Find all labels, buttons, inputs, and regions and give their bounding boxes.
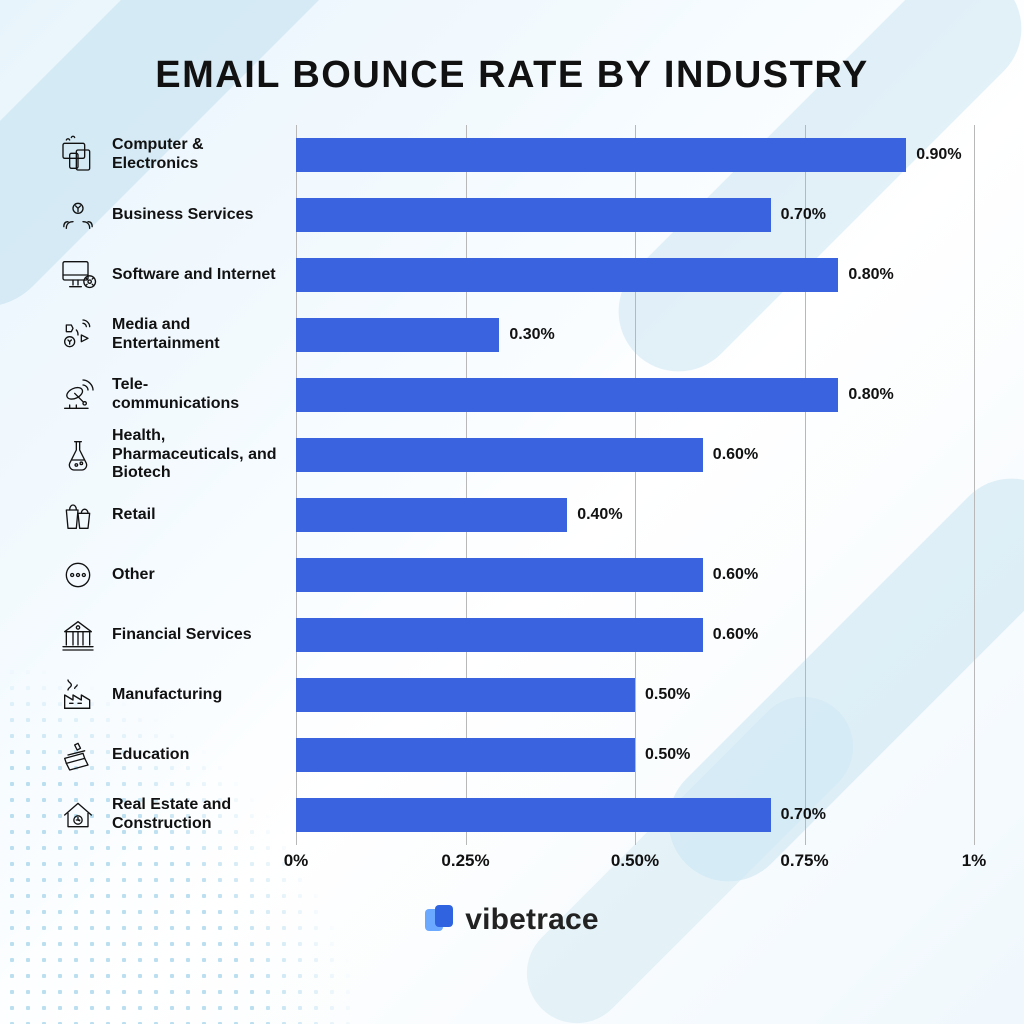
x-tick: 0.75%: [780, 851, 828, 871]
devices-icon: [50, 135, 106, 175]
brand-logo-icon: [425, 905, 455, 935]
chart-row: Retail0.40%: [50, 485, 974, 545]
media-icon: [50, 315, 106, 355]
bar-track: 0.70%: [296, 785, 974, 845]
chart-row: Education0.50%: [50, 725, 974, 785]
bar-value-label: 0.80%: [848, 266, 893, 284]
bar-track: 0.40%: [296, 485, 974, 545]
bar-track: 0.60%: [296, 605, 974, 665]
x-axis: 0%0.25%0.50%0.75%1%: [50, 847, 974, 877]
chart-row: Tele- communications0.80%: [50, 365, 974, 425]
bar-track: 0.80%: [296, 365, 974, 425]
chart-row: Media and Entertainment0.30%: [50, 305, 974, 365]
dots-icon: [50, 555, 106, 595]
chart-row: Business Services0.70%: [50, 185, 974, 245]
industry-label: Computer & Electronics: [106, 136, 296, 174]
bar-track: 0.60%: [296, 425, 974, 485]
bounce-rate-chart: Computer & Electronics0.90%Business Serv…: [50, 125, 974, 845]
bar: 0.60%: [296, 438, 703, 472]
bar-value-label: 0.60%: [713, 626, 758, 644]
industry-label: Manufacturing: [106, 686, 296, 705]
chart-row: Health, Pharmaceuticals, and Biotech0.60…: [50, 425, 974, 485]
industry-label: Tele- communications: [106, 376, 296, 414]
bar-value-label: 0.40%: [577, 506, 622, 524]
bags-icon: [50, 495, 106, 535]
chart-row: Other0.60%: [50, 545, 974, 605]
industry-label: Other: [106, 566, 296, 585]
industry-label: Financial Services: [106, 626, 296, 645]
chart-row: Computer & Electronics0.90%: [50, 125, 974, 185]
chart-title: EMAIL BOUNCE RATE BY INDUSTRY: [50, 54, 974, 97]
industry-label: Business Services: [106, 206, 296, 225]
x-tick: 0.25%: [441, 851, 489, 871]
bar: 0.50%: [296, 738, 635, 772]
bar: 0.60%: [296, 558, 703, 592]
bar: 0.50%: [296, 678, 635, 712]
satellite-icon: [50, 375, 106, 415]
x-tick: 1%: [962, 851, 987, 871]
monitor-icon: [50, 255, 106, 295]
bar: 0.40%: [296, 498, 567, 532]
bar-track: 0.70%: [296, 185, 974, 245]
industry-label: Real Estate and Construction: [106, 796, 296, 834]
x-tick: 0.50%: [611, 851, 659, 871]
bar-value-label: 0.80%: [848, 386, 893, 404]
bar-value-label: 0.60%: [713, 446, 758, 464]
bar: 0.60%: [296, 618, 703, 652]
bar: 0.80%: [296, 258, 838, 292]
bar: 0.70%: [296, 198, 771, 232]
factory-icon: [50, 675, 106, 715]
bar-track: 0.30%: [296, 305, 974, 365]
bar-track: 0.50%: [296, 725, 974, 785]
industry-label: Retail: [106, 506, 296, 525]
bar-value-label: 0.70%: [781, 806, 826, 824]
bar-track: 0.50%: [296, 665, 974, 725]
bank-icon: [50, 615, 106, 655]
bar-track: 0.60%: [296, 545, 974, 605]
flask-icon: [50, 435, 106, 475]
brand: vibetrace: [50, 903, 974, 937]
bar-track: 0.80%: [296, 245, 974, 305]
bar-value-label: 0.60%: [713, 566, 758, 584]
books-icon: [50, 735, 106, 775]
chart-row: Financial Services0.60%: [50, 605, 974, 665]
x-tick: 0%: [284, 851, 309, 871]
industry-label: Software and Internet: [106, 266, 296, 285]
brand-name: vibetrace: [465, 903, 599, 937]
hands-icon: [50, 195, 106, 235]
bar-value-label: 0.90%: [916, 146, 961, 164]
industry-label: Health, Pharmaceuticals, and Biotech: [106, 427, 296, 484]
industry-label: Education: [106, 746, 296, 765]
bar-value-label: 0.50%: [645, 746, 690, 764]
bar: 0.70%: [296, 798, 771, 832]
house-icon: [50, 795, 106, 835]
x-axis-ticks: 0%0.25%0.50%0.75%1%: [296, 847, 974, 877]
bar: 0.90%: [296, 138, 906, 172]
bar-value-label: 0.50%: [645, 686, 690, 704]
bar: 0.80%: [296, 378, 838, 412]
bar-value-label: 0.30%: [509, 326, 554, 344]
chart-row: Real Estate and Construction0.70%: [50, 785, 974, 845]
bar-value-label: 0.70%: [781, 206, 826, 224]
bar: 0.30%: [296, 318, 499, 352]
bar-track: 0.90%: [296, 125, 974, 185]
chart-row: Manufacturing0.50%: [50, 665, 974, 725]
industry-label: Media and Entertainment: [106, 316, 296, 354]
chart-row: Software and Internet0.80%: [50, 245, 974, 305]
